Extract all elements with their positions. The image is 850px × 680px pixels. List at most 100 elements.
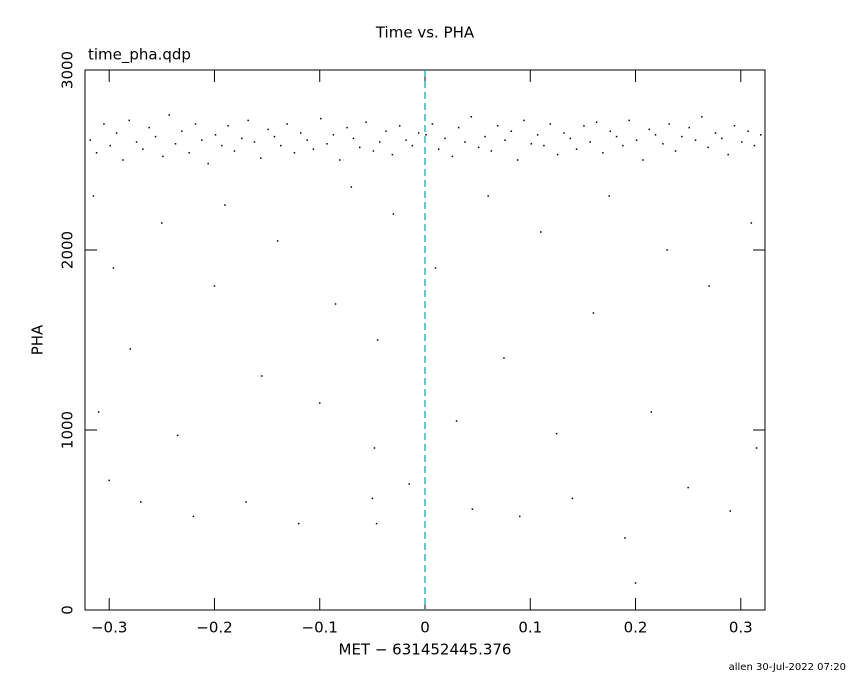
point	[503, 357, 505, 359]
point	[477, 146, 480, 149]
point	[733, 125, 736, 127]
point	[326, 143, 328, 145]
point	[214, 134, 217, 136]
point	[589, 141, 592, 143]
point	[471, 508, 474, 510]
point	[300, 132, 302, 134]
point	[592, 312, 595, 314]
point	[97, 411, 100, 413]
point	[628, 119, 630, 122]
point	[109, 144, 112, 147]
x-tick-label: 0.3	[729, 619, 753, 637]
point	[408, 483, 410, 485]
point	[451, 155, 454, 158]
point	[484, 135, 486, 138]
point	[346, 126, 348, 129]
point	[569, 137, 572, 140]
y-tick-label: 3000	[59, 51, 77, 89]
x-tick-label: −0.1	[302, 619, 338, 637]
point	[668, 123, 670, 125]
point	[108, 479, 110, 482]
point	[496, 125, 499, 127]
point	[176, 434, 179, 437]
point	[122, 159, 124, 161]
point	[417, 132, 420, 134]
point	[154, 135, 157, 138]
point	[372, 150, 375, 152]
point	[674, 150, 677, 152]
point	[666, 249, 668, 251]
point	[224, 204, 226, 206]
point	[516, 159, 519, 161]
point	[373, 447, 376, 449]
point	[392, 213, 395, 215]
point	[135, 141, 138, 143]
point	[455, 420, 458, 422]
point	[714, 132, 717, 134]
point	[556, 153, 559, 156]
point	[622, 144, 624, 147]
point	[297, 522, 300, 525]
point	[245, 501, 247, 503]
point	[320, 117, 322, 120]
point	[241, 137, 243, 140]
point	[352, 137, 355, 140]
point	[571, 497, 574, 500]
point	[425, 134, 427, 136]
point	[624, 537, 626, 539]
point	[221, 144, 223, 147]
point	[112, 267, 115, 269]
point	[174, 143, 177, 145]
point	[140, 501, 142, 503]
point	[286, 123, 288, 125]
point	[334, 303, 337, 305]
point	[247, 119, 249, 122]
point	[608, 195, 610, 197]
point	[260, 157, 262, 159]
point	[358, 146, 361, 149]
point	[192, 515, 195, 518]
point	[540, 231, 542, 233]
point	[207, 162, 209, 165]
point	[609, 130, 612, 132]
point	[464, 141, 466, 143]
point	[504, 139, 506, 141]
point	[318, 402, 321, 404]
point	[687, 486, 689, 489]
point	[280, 144, 282, 147]
point	[543, 144, 545, 147]
point	[398, 125, 401, 127]
point	[168, 114, 170, 116]
point	[115, 132, 118, 134]
point	[365, 121, 367, 123]
point	[213, 285, 216, 287]
point	[650, 411, 653, 413]
point	[563, 132, 565, 134]
point	[375, 522, 378, 525]
point	[583, 125, 585, 127]
point	[233, 150, 236, 152]
point	[530, 143, 533, 145]
point	[523, 119, 525, 122]
x-tick-label: −0.2	[196, 619, 232, 637]
point	[634, 582, 637, 584]
point	[729, 510, 732, 512]
point	[753, 144, 756, 147]
point	[444, 137, 446, 140]
point	[510, 130, 513, 132]
point	[128, 119, 130, 122]
point	[253, 141, 256, 143]
point	[575, 148, 578, 150]
point	[760, 134, 762, 136]
point	[405, 139, 407, 141]
point	[293, 152, 296, 154]
x-tick-label: −0.3	[91, 619, 127, 637]
point	[273, 135, 276, 138]
point	[437, 148, 440, 150]
point	[536, 134, 539, 136]
point	[312, 148, 315, 150]
point	[648, 128, 650, 131]
point	[727, 153, 729, 156]
point	[549, 123, 552, 125]
y-tick-label: 0	[59, 605, 77, 615]
